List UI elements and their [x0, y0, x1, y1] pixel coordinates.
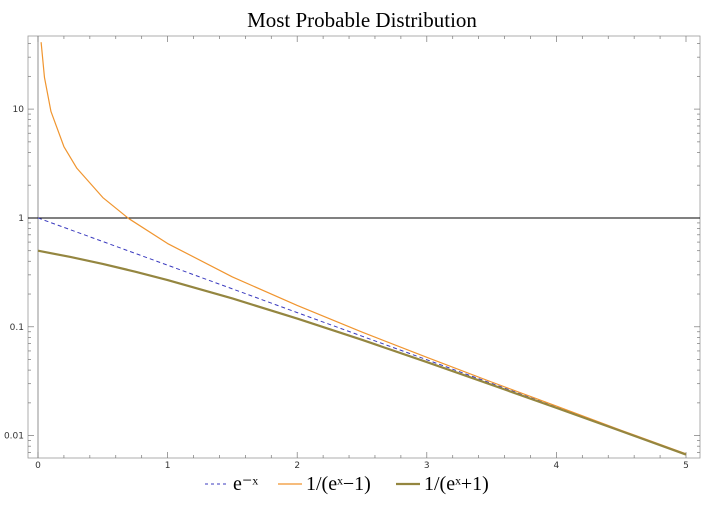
x-tick-label: 4 [554, 461, 560, 471]
x-tick-label: 1 [165, 461, 171, 471]
x-tick-label: 3 [424, 461, 430, 471]
y-tick-label: 0.1 [10, 323, 24, 333]
plot-frame [27, 35, 701, 459]
series-line-2 [40, 42, 687, 455]
x-tick-label: 2 [294, 461, 300, 471]
y-tick-label: 10 [13, 105, 25, 115]
y-tick-label: 1 [18, 214, 24, 224]
series-line-3 [37, 249, 687, 456]
x-tick-label: 5 [683, 461, 689, 471]
legend-label-1: e⁻ˣ [233, 473, 258, 495]
axis-ticks: 0 1 2 3 4 5 0.01 0.1 1 10 [4, 36, 700, 471]
series-lines [37, 42, 687, 456]
legend-label-2: 1/(eˣ−1) [306, 473, 371, 495]
y-tick-label: 0.01 [4, 432, 24, 442]
x-tick-label: 0 [35, 461, 41, 471]
chart-title: Most Probable Distribution [247, 8, 477, 32]
legend: e⁻ˣ 1/(eˣ−1) 1/(eˣ+1) [205, 473, 489, 495]
legend-label-3: 1/(eˣ+1) [424, 473, 489, 495]
